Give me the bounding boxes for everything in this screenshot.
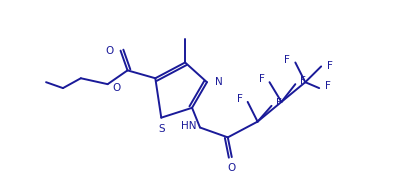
Text: HN: HN (180, 120, 196, 131)
Text: N: N (215, 77, 223, 87)
Text: F: F (325, 81, 331, 91)
Text: O: O (228, 163, 236, 173)
Text: F: F (237, 94, 243, 104)
Text: F: F (300, 76, 306, 86)
Text: F: F (276, 98, 282, 108)
Text: O: O (105, 46, 114, 56)
Text: O: O (113, 83, 121, 93)
Text: F: F (327, 61, 333, 71)
Text: F: F (284, 55, 290, 65)
Text: F: F (259, 74, 264, 84)
Text: S: S (158, 124, 164, 134)
